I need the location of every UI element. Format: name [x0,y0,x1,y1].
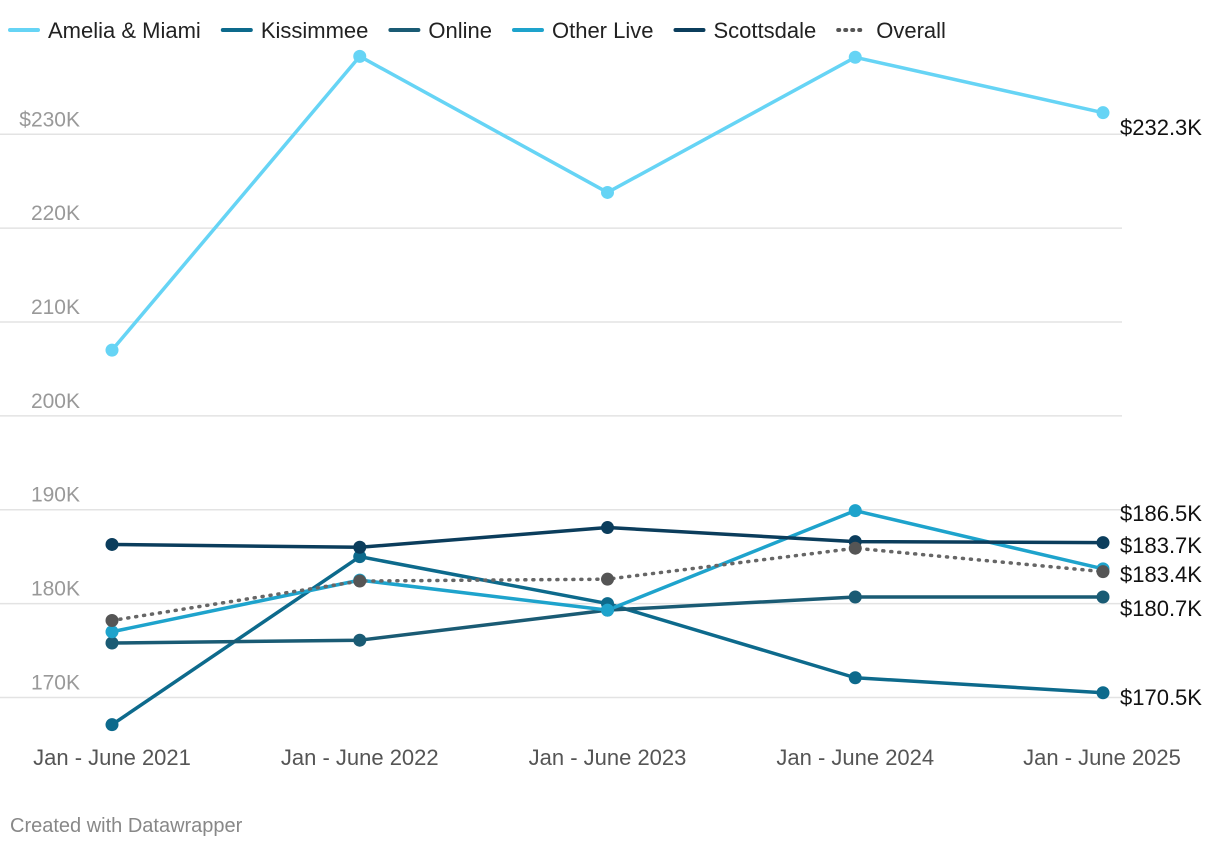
x-tick-label: Jan - June 2021 [33,745,191,770]
end-label: $183.4K [1120,562,1202,587]
end-label: $183.7K [1120,533,1202,558]
legend-label: Amelia & Miami [48,18,201,43]
x-tick-label: Jan - June 2023 [529,745,687,770]
data-point [601,185,614,199]
legend-label: Overall [876,18,946,43]
data-point [353,574,367,588]
legend-item: Amelia & Miami [8,18,201,43]
data-point [1096,686,1110,700]
series-lines [110,54,1105,727]
data-point [1096,565,1110,579]
legend-item: Other Live [511,18,654,43]
legend-item: Online [388,18,492,43]
end-label: $232.3K [1120,115,1202,140]
end-label: $170.5K [1120,685,1202,710]
data-point [353,49,367,63]
legend: Amelia & Miami Kissimmee Online Other Live S… [8,18,946,43]
legend-label: Other Live [552,18,654,43]
end-label: $180.7K [1120,596,1202,621]
x-tick-label: Jan - June 2022 [281,745,439,770]
legend-label: Kissimmee [261,18,369,43]
y-tick-label: 220K [31,202,80,225]
y-tick-label: 180K [31,578,80,601]
data-point [601,521,614,535]
data-point [1096,106,1110,120]
credit-text: Created with Datawrapper [10,815,243,837]
legend-item: Kissimmee [220,18,369,43]
y-tick-label: $230K [19,108,80,131]
data-point [353,550,367,564]
legend-label: Online [428,18,492,43]
data-point [353,633,367,647]
data-point [105,613,119,627]
data-point [105,537,119,551]
x-tick-label: Jan - June 2024 [776,745,934,770]
y-tick-label: 210K [31,296,80,319]
data-point [848,590,862,604]
data-point [105,636,119,650]
legend-item: Overall [836,18,946,43]
data-point [1096,590,1110,604]
data-point [105,718,119,732]
data-point [1096,536,1110,550]
data-point [105,343,119,357]
y-tick-label: 200K [31,390,80,413]
series-points [105,49,1110,732]
y-tick-label: 170K [31,671,80,694]
gridlines [0,133,1122,699]
y-tick-label: 190K [31,484,80,507]
data-point [105,625,119,639]
data-point [848,671,862,685]
data-point [353,540,367,554]
data-point [601,603,614,617]
data-point [601,572,614,586]
end-labels: $232.3K $170.5K $180.7K $183.7K $186.5K $183.… [1120,115,1202,710]
data-point [848,504,862,518]
x-tick-label: Jan - June 2025 [1023,745,1181,770]
legend-item: Scottsdale [673,18,816,43]
x-axis-ticks: Jan - June 2021 Jan - June 2022 Jan - June… [33,745,1181,770]
legend-label: Scottsdale [713,18,816,43]
data-point [848,50,862,64]
end-label: $186.5K [1120,501,1202,526]
series-line-amelia-miami [110,54,1105,352]
data-point [848,541,862,555]
y-axis-ticks: 170K 180K 190K 200K 210K 220K $230K [19,108,80,694]
